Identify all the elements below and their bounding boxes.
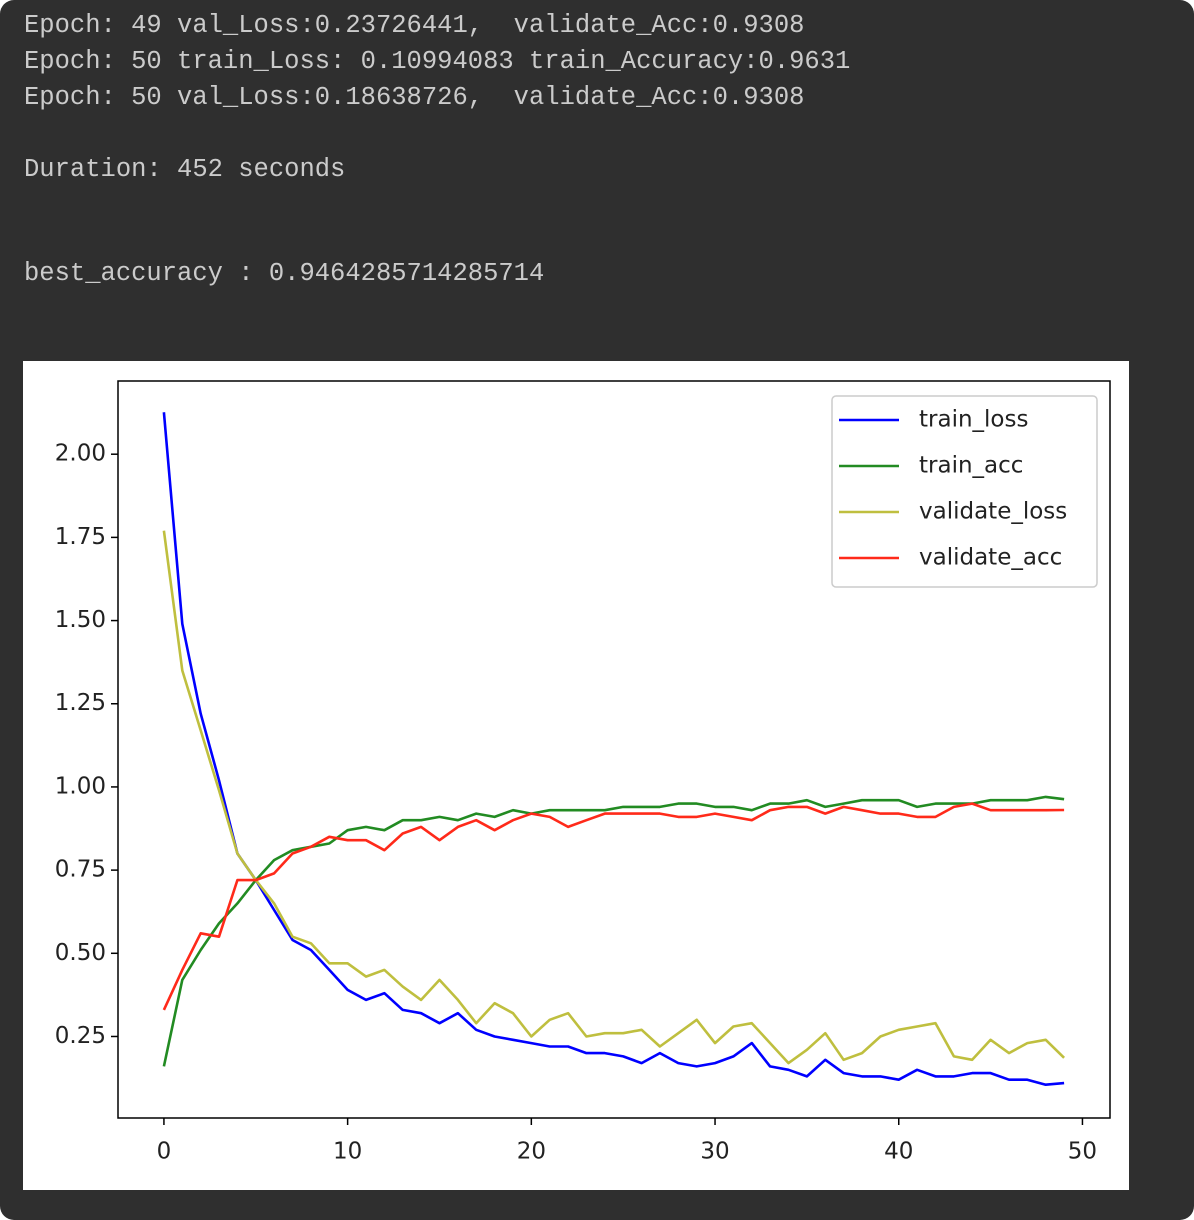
legend-label: train_loss [919, 407, 1028, 433]
legend-box [831, 395, 1098, 588]
series-line [162, 530, 1066, 1065]
series-line [162, 795, 1065, 1067]
console-line: Duration: 452 seconds [24, 155, 346, 184]
y-tick-label: 1.75 [55, 524, 106, 550]
console-line: best_accuracy : 0.9464285714285714 [24, 259, 545, 288]
legend-label: validate_loss [919, 499, 1067, 525]
y-tick-label: 1.25 [55, 690, 106, 716]
y-tick-label: 2.00 [55, 441, 106, 467]
legend-label: train_acc [919, 453, 1023, 479]
console-line: Epoch: 50 val_Loss:0.18638726, validate_… [24, 83, 805, 112]
x-tick-label: 20 [517, 1139, 546, 1165]
plot-frame [117, 380, 1111, 1119]
y-tick-label: 1.50 [55, 607, 106, 633]
y-tick-label: 1.00 [55, 773, 106, 799]
legend-label: validate_acc [919, 545, 1062, 571]
y-tick-label: 0.50 [55, 940, 106, 966]
x-tick-label: 50 [1068, 1139, 1097, 1165]
chart: 0.25 0.50 0.75 1.00 1.25 1.50 1.75 2.00 0 10 20 30 4… [55, 380, 1111, 1165]
chart-figure: 0.25 0.50 0.75 1.00 1.25 1.50 1.75 2.00 0 10 20 30 4… [23, 361, 1129, 1190]
x-tick-label: 0 [157, 1139, 172, 1165]
x-tick-label: 10 [333, 1139, 362, 1165]
y-tick-label: 0.75 [55, 857, 106, 883]
console-line: Epoch: 49 val_Loss:0.23726441, validate_… [24, 11, 805, 40]
y-tick-label: 0.25 [55, 1023, 106, 1049]
series-line [162, 802, 1065, 1011]
x-tick-label: 30 [700, 1139, 729, 1165]
series-line [162, 412, 1065, 1087]
console-line: Epoch: 50 train_Loss: 0.10994083 train_A… [24, 47, 851, 76]
x-tick-label: 40 [884, 1139, 913, 1165]
